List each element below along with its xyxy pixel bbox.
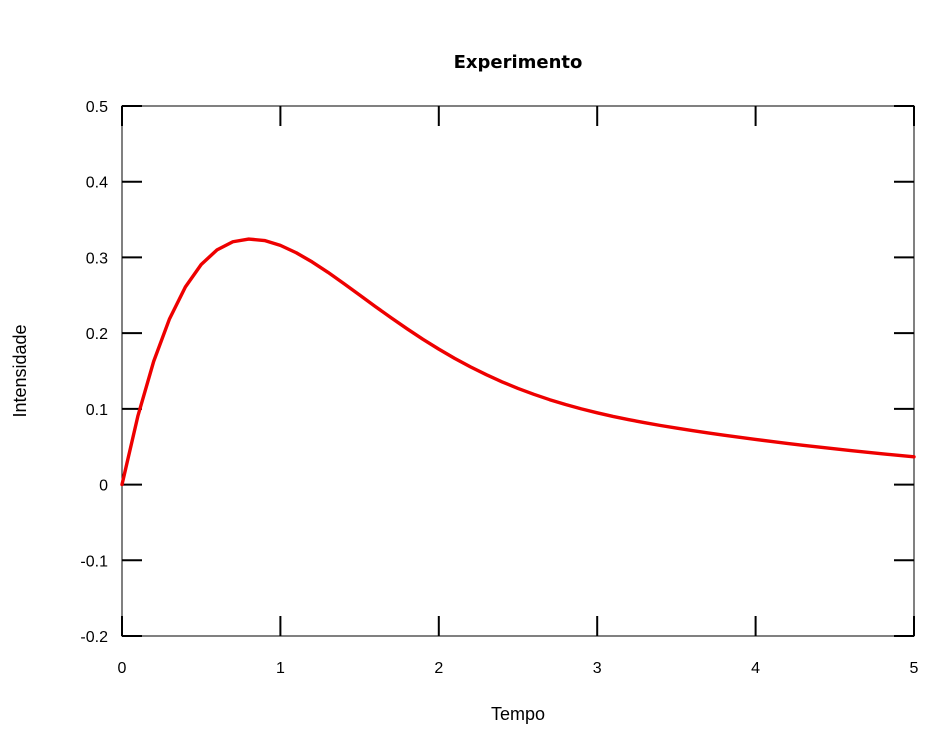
y-tick-label: 0.2 bbox=[86, 326, 108, 343]
y-tick-label: 0.5 bbox=[86, 99, 108, 116]
y-tick-label: 0.4 bbox=[86, 175, 108, 192]
chart-title: Experimento bbox=[454, 52, 583, 73]
y-tick-label: -0.1 bbox=[80, 553, 108, 570]
x-tick-label: 4 bbox=[751, 660, 760, 677]
y-tick-label: 0 bbox=[99, 478, 108, 495]
y-tick-label: 0.1 bbox=[86, 402, 108, 419]
y-axis-ticks: -0.2 -0.1 0 0.1 0.2 0.3 0.4 0.5 bbox=[80, 99, 914, 646]
y-tick-label: 0.3 bbox=[86, 250, 108, 267]
x-tick-label: 0 bbox=[118, 660, 127, 677]
x-tick-label: 3 bbox=[593, 660, 602, 677]
plot-area bbox=[121, 105, 915, 637]
series-line-0 bbox=[120, 237, 916, 487]
x-axis-ticks: 0 1 2 3 4 5 bbox=[118, 106, 919, 677]
y-axis-title: Intensidade bbox=[10, 324, 30, 417]
y-tick-label: -0.2 bbox=[80, 629, 108, 646]
x-tick-label: 1 bbox=[276, 660, 285, 677]
x-tick-label: 5 bbox=[910, 660, 919, 677]
x-axis-title: Tempo bbox=[491, 704, 545, 724]
x-tick-label: 2 bbox=[434, 660, 443, 677]
series-layer bbox=[120, 237, 916, 487]
plot-frame bbox=[121, 105, 915, 637]
